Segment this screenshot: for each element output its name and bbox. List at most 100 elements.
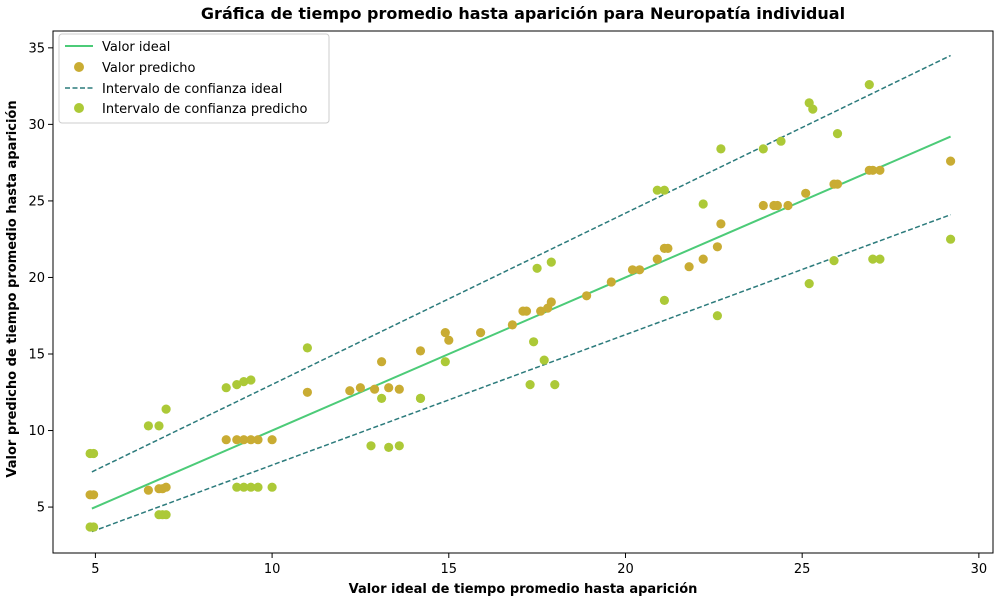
y-tick-label: 5	[37, 501, 45, 516]
predicted-ci-point	[539, 355, 549, 365]
predicted-ci-point	[716, 144, 726, 154]
predicted-point	[345, 386, 355, 396]
legend-label-predicted-ci: Intervalo de confianza predicho	[102, 102, 307, 117]
predicted-point	[415, 346, 426, 356]
predicted-point	[521, 306, 532, 316]
x-axis-ticks: 5 10 15 20 25 30	[91, 553, 987, 577]
predicted-ci-point	[377, 393, 387, 403]
predicted-ci-point	[232, 380, 242, 390]
confidence-band-line	[91, 213, 951, 533]
plot-frame	[52, 30, 994, 554]
legend-label-ideal: Valor ideal	[102, 40, 170, 55]
predicted-ci-point	[864, 80, 874, 90]
predicted-point	[444, 335, 454, 345]
predicted-point	[758, 200, 768, 211]
predicted-ci-point	[154, 421, 164, 431]
predicted-ci-point	[832, 129, 843, 139]
predicted-ci-point	[161, 510, 171, 520]
x-tick-label: 20	[617, 562, 634, 577]
predicted-point	[161, 482, 171, 492]
predicted-ci-point	[804, 279, 814, 289]
predicted-ci-point	[246, 482, 256, 492]
predicted-point	[606, 277, 616, 287]
predicted-point	[253, 435, 263, 445]
predicted-point	[89, 490, 99, 500]
predicted-point	[801, 188, 811, 198]
predicted-point	[355, 383, 365, 393]
predicted-ci-point	[868, 254, 878, 264]
predicted-ci-point	[394, 441, 404, 451]
predicted-ci-point	[366, 441, 376, 451]
predicted-ci-point	[253, 482, 263, 492]
predicted-point	[507, 320, 517, 330]
predicted-ci-point	[659, 295, 670, 305]
predicted-point	[239, 435, 249, 445]
chart-title: Gráfica de tiempo promedio hasta aparici…	[201, 4, 845, 23]
predicted-point	[684, 262, 694, 272]
predicted-ci-point	[89, 448, 99, 459]
predicted-point	[546, 297, 556, 307]
legend-label-ideal-ci: Intervalo de confianza ideal	[102, 82, 282, 97]
y-axis-ticks: 5 10 15 20 25 30 35	[28, 41, 53, 516]
y-axis-label: Valor predicho de tiempo promedio hasta …	[5, 100, 20, 477]
predicted-point	[832, 179, 843, 189]
predicted-point	[267, 435, 277, 445]
predicted-point	[627, 265, 638, 275]
y-tick-label: 35	[28, 41, 45, 56]
predicted-point	[440, 328, 450, 338]
x-tick-label: 10	[264, 562, 281, 577]
predicted-ci-point	[546, 257, 556, 267]
predicted-ci-point	[550, 380, 560, 390]
predicted-ci-point	[776, 136, 786, 146]
ideal-line-layer	[91, 135, 951, 510]
legend: Valor ideal Valor predicho Intervalo de …	[58, 33, 330, 124]
predicted-point	[221, 435, 231, 445]
predicted-point	[875, 165, 885, 175]
predicted-ci-point	[652, 185, 662, 195]
predicted-ci-point	[143, 421, 153, 431]
legend-label-predicted: Valor predicho	[102, 61, 195, 76]
predicted-ci-point	[440, 357, 450, 367]
predicted-ci-point	[712, 311, 723, 321]
predicted-ci-point	[529, 337, 539, 347]
predicted-point	[377, 357, 387, 367]
predicted-ci-point	[946, 234, 956, 244]
predicted-ci-point	[758, 144, 768, 154]
predicted-point	[772, 200, 783, 211]
predicted-ci-point	[875, 254, 885, 264]
predicted-point	[143, 485, 153, 495]
ideal-value-line	[91, 135, 951, 510]
y-tick-label: 25	[28, 194, 45, 209]
predicted-ci-point	[246, 375, 256, 385]
y-tick-label: 20	[28, 271, 45, 286]
confidence-band-lines	[91, 54, 951, 533]
predicted-ci-point	[698, 199, 708, 209]
predicted-point	[946, 156, 956, 166]
y-tick-label: 15	[28, 347, 45, 362]
x-tick-label: 5	[91, 562, 99, 577]
predicted-point	[302, 387, 312, 397]
predicted-ci-point	[525, 380, 535, 390]
legend-swatch-predicted-marker	[74, 62, 84, 72]
predicted-ci-point	[532, 263, 542, 273]
predicted-point	[698, 254, 708, 264]
predicted-ci-point	[415, 393, 426, 403]
predicted-ci-point	[89, 522, 99, 532]
predicted-ci-point	[384, 442, 394, 452]
x-tick-label: 15	[441, 562, 458, 577]
x-tick-label: 30	[971, 562, 988, 577]
predicted-ci-point	[161, 404, 171, 414]
predicted-point	[712, 242, 723, 252]
y-tick-label: 30	[28, 118, 45, 133]
predicted-point	[394, 384, 404, 394]
predicted-ci-point	[808, 104, 818, 114]
predicted-point	[582, 291, 592, 301]
scatter-points	[85, 80, 956, 532]
predicted-point	[868, 165, 878, 175]
predicted-ci-point	[829, 256, 839, 266]
x-axis-label: Valor ideal de tiempo promedio hasta apa…	[349, 582, 698, 597]
predicted-point	[652, 254, 662, 264]
predicted-point	[476, 328, 486, 338]
predicted-point	[370, 384, 380, 394]
